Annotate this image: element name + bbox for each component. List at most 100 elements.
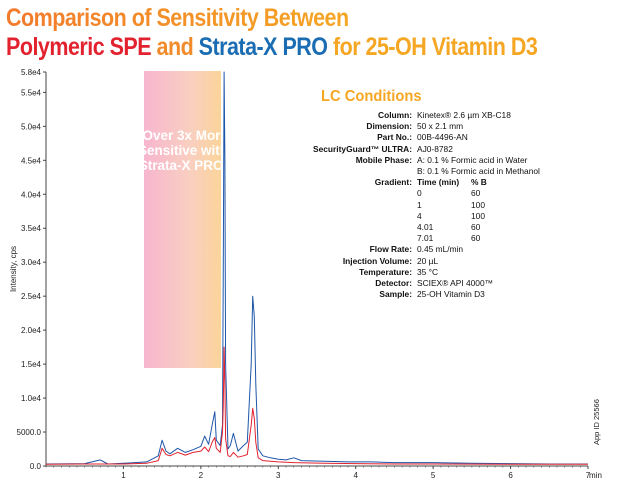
y-tick-label: 5.5e4 — [21, 88, 42, 97]
lc-label: Flow Rate: — [369, 244, 412, 255]
lc-row-column: Column: Kinetex® 2.6 µm XB-C18 — [300, 110, 540, 121]
lc-value: 0.45 mL/min — [417, 244, 464, 255]
lc-row-temperature: Temperature: 35 °C — [300, 267, 540, 278]
y-tick-label: 5.0e4 — [21, 122, 42, 131]
gradient-b: 60 — [471, 188, 481, 199]
lc-conditions-title: LC Conditions — [321, 88, 422, 105]
gradient-row: 7.01 60 — [300, 233, 540, 244]
gradient-row: 4 100 — [300, 211, 540, 222]
lc-label: Detector: — [375, 278, 412, 289]
x-tick-label: 7 — [586, 471, 591, 480]
lc-row-gradient-header: Gradient: Time (min) % B — [300, 177, 540, 188]
lc-row-flow: Flow Rate: 0.45 mL/min — [300, 244, 540, 255]
title-for-analyte: for 25-OH Vitamin D3 — [327, 33, 538, 61]
y-tick-label: 3.0e4 — [21, 258, 42, 267]
gradient-values: 1 100 — [417, 200, 485, 211]
x-tick-label: 3 — [276, 471, 281, 480]
lc-conditions-table: Column: Kinetex® 2.6 µm XB-C18 Dimension:… — [300, 110, 540, 300]
lc-value: A: 0.1 % Formic acid in Water — [417, 154, 528, 165]
lc-label-empty — [300, 200, 417, 211]
y-axis-label: Intensity, cps — [9, 246, 18, 292]
lc-row-sample: Sample: 25-OH Vitamin D3 — [300, 289, 540, 300]
lc-value: 35 °C — [417, 266, 439, 277]
lc-label: Part No.: — [377, 132, 412, 143]
lc-value: 20 µL — [417, 255, 439, 266]
y-tick-label: 1.5e4 — [21, 360, 42, 369]
lc-row-mobile-b: B: 0.1 % Formic acid in Methanol — [300, 166, 540, 177]
lc-value: Kinetex® 2.6 µm XB-C18 — [417, 110, 511, 120]
y-tick-label: 4.0e4 — [21, 190, 42, 199]
gradient-b: 100 — [471, 199, 485, 210]
x-tick-label: 2 — [199, 471, 204, 480]
lc-value: SCIEX® API 4000™ — [417, 278, 493, 289]
gradient-values: 7.01 60 — [417, 233, 480, 244]
lc-value: 00B-4496-AN — [417, 132, 468, 143]
lc-row-mobile-a: Mobile Phase: A: 0.1 % Formic acid in Wat… — [300, 155, 540, 166]
gradient-time: 4 — [417, 210, 422, 221]
lc-label: Injection Volume: — [342, 255, 412, 266]
lc-label-empty — [300, 222, 417, 233]
y-tick-label: 1.0e4 — [21, 394, 42, 403]
gradient-row: 4.01 60 — [300, 222, 540, 233]
x-axis-label: min — [589, 471, 602, 480]
lc-value: 25-OH Vitamin D3 — [417, 289, 485, 300]
series-line-red — [45, 346, 589, 465]
x-tick-label: 5 — [431, 471, 436, 480]
lc-row-injection: Injection Volume: 20 µL — [300, 256, 540, 267]
gradient-b: 60 — [471, 222, 481, 233]
lc-value: AJ0-8782 — [417, 143, 453, 154]
lc-row-dimension: Dimension: 50 x 2.1 mm — [300, 121, 540, 132]
gradient-header-b: % B — [471, 177, 487, 188]
gradient-values: 4 100 — [417, 211, 485, 222]
sensitivity-callout-band — [144, 71, 221, 368]
gradient-time: 1 — [417, 199, 422, 210]
gradient-b: 100 — [471, 210, 485, 221]
y-tick-label: 5.8e4 — [21, 68, 42, 77]
lc-label-empty — [300, 188, 417, 199]
gradient-time: 7.01 — [417, 233, 434, 244]
chart-title-line1: Comparison of Sensitivity Between — [6, 4, 349, 33]
lc-label-empty — [300, 211, 417, 222]
lc-value: 50 x 2.1 mm — [417, 121, 464, 132]
lc-label: Mobile Phase: — [355, 154, 412, 165]
y-tick-label: 3.5e4 — [21, 224, 42, 233]
lc-row-guard: SecurityGuard™ ULTRA: AJ0-8782 — [300, 144, 540, 155]
title-strata-x-pro: Strata-X PRO — [198, 33, 328, 61]
gradient-row: 1 100 — [300, 200, 540, 211]
lc-row-detector: Detector: SCIEX® API 4000™ — [300, 278, 540, 289]
sensitivity-callout-text: Over 3x More Sensitive with Strata-X PRO… — [137, 128, 228, 173]
lc-label: SecurityGuard™ ULTRA: — [313, 143, 412, 154]
y-tick-label: 5000.0 — [17, 428, 42, 437]
lc-label: Temperature: — [359, 266, 412, 277]
title-and: and — [151, 33, 199, 61]
lc-label: Sample: — [379, 289, 412, 300]
y-tick-label: 4.5e4 — [21, 156, 42, 165]
x-tick-label: 1 — [121, 471, 126, 480]
lc-label: Gradient: — [374, 177, 412, 188]
y-tick-label: 0.0 — [30, 462, 42, 471]
lc-label-empty — [300, 233, 417, 244]
lc-value: B: 0.1 % Formic acid in Methanol — [417, 166, 540, 177]
title-text-1: Comparison of Sensitivity Between — [6, 4, 349, 32]
gradient-time: 0 — [417, 188, 422, 199]
lc-row-part-no: Part No.: 00B-4496-AN — [300, 132, 540, 143]
title-polymeric-spe: Polymeric SPE — [6, 33, 152, 61]
x-tick-label: 6 — [508, 471, 513, 480]
x-tick-label: 4 — [353, 471, 358, 480]
y-tick-label: 2.0e4 — [21, 326, 42, 335]
gradient-header-time: Time (min) — [417, 177, 460, 188]
y-tick-label: 2.5e4 — [21, 292, 42, 301]
app-id-label: App ID 25566 — [592, 399, 601, 445]
lc-label-empty — [300, 166, 417, 177]
gradient-time: 4.01 — [417, 222, 434, 233]
series-line-blue — [45, 71, 588, 465]
chart-title-line2: Polymeric SPE and Strata-X PRO for 25-OH… — [6, 33, 538, 62]
gradient-header: Time (min) % B — [417, 177, 487, 188]
lc-label: Dimension: — [366, 121, 412, 132]
gradient-row: 0 60 — [300, 188, 540, 199]
lc-label: Column: — [378, 110, 412, 120]
gradient-values: 0 60 — [417, 188, 480, 199]
gradient-b: 60 — [471, 233, 481, 244]
gradient-values: 4.01 60 — [417, 222, 480, 233]
